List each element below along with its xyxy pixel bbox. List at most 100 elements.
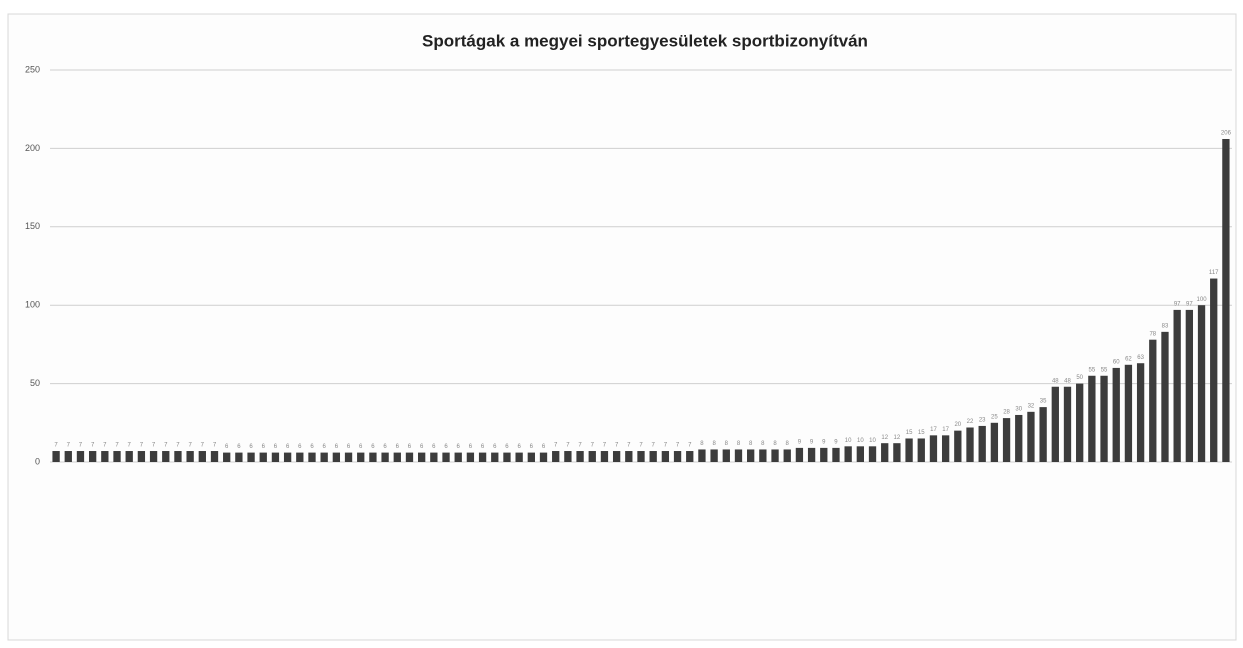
bar (125, 451, 133, 462)
bar (137, 451, 146, 462)
data-label: 12 (894, 435, 901, 441)
bar (418, 452, 426, 462)
bar (564, 451, 572, 462)
data-label: 6 (335, 444, 339, 450)
data-label: 97 (1174, 301, 1181, 307)
bar (722, 449, 730, 462)
bar (320, 452, 328, 462)
data-label: 8 (712, 441, 716, 447)
bar (223, 452, 231, 462)
bar (210, 451, 219, 462)
bar (820, 447, 828, 462)
bar (710, 449, 718, 462)
data-label: 7 (676, 443, 680, 449)
bar (515, 452, 523, 462)
data-label: 12 (881, 435, 888, 441)
data-label: 55 (1101, 367, 1108, 373)
data-label: 15 (906, 430, 913, 436)
bar (1124, 364, 1133, 462)
bar (503, 452, 511, 462)
data-label: 28 (1003, 410, 1010, 416)
bar (1136, 363, 1145, 462)
bar (149, 451, 158, 462)
bar (332, 452, 341, 462)
bar (162, 451, 170, 462)
data-label: 7 (79, 443, 83, 449)
data-label: 6 (347, 444, 351, 450)
data-label: 6 (505, 444, 509, 450)
bar (271, 452, 280, 462)
chart-title: Sportágak a megyei sportegyesületek spor… (422, 31, 868, 50)
bar (954, 430, 962, 462)
data-label: 7 (652, 443, 656, 449)
data-label: 6 (457, 444, 461, 450)
bar (527, 452, 535, 462)
bar (990, 422, 999, 462)
data-label: 9 (834, 439, 838, 445)
bar (771, 449, 779, 462)
bar (491, 452, 499, 462)
data-label: 7 (201, 443, 205, 449)
data-label: 6 (262, 444, 266, 450)
bar (76, 451, 85, 462)
data-label: 10 (869, 438, 876, 444)
data-label: 9 (798, 439, 802, 445)
bar (734, 449, 743, 462)
bar (1027, 411, 1035, 462)
bar (113, 451, 121, 462)
bar (893, 443, 901, 462)
bar (186, 451, 194, 462)
data-label: 7 (591, 443, 595, 449)
bar (1051, 386, 1059, 462)
bar (442, 452, 450, 462)
data-label: 23 (979, 418, 986, 424)
bar (686, 451, 694, 462)
bar (198, 451, 206, 462)
bar (612, 451, 621, 462)
bar (369, 452, 377, 462)
bar (1173, 309, 1181, 462)
data-label: 6 (310, 444, 314, 450)
data-label: 7 (128, 443, 132, 449)
data-label: 6 (396, 444, 400, 450)
bar (1112, 367, 1120, 462)
bar (88, 451, 97, 462)
bar (235, 452, 243, 462)
bar (637, 451, 645, 462)
bar (881, 443, 889, 462)
data-label: 6 (298, 444, 302, 450)
data-label: 100 (1197, 297, 1208, 303)
bar (1185, 309, 1194, 462)
data-label: 6 (481, 444, 485, 450)
data-label: 25 (991, 414, 998, 420)
data-label: 7 (664, 443, 668, 449)
data-label: 22 (967, 419, 974, 425)
data-label: 48 (1064, 378, 1071, 384)
bar (832, 447, 840, 462)
bar (661, 451, 670, 462)
data-label: 7 (578, 443, 582, 449)
bar (405, 452, 414, 462)
bar (783, 449, 791, 462)
data-label: 8 (725, 441, 729, 447)
data-label: 7 (152, 443, 156, 449)
bar (344, 452, 353, 462)
data-label: 8 (749, 441, 753, 447)
data-label: 15 (918, 430, 925, 436)
data-label: 10 (857, 438, 864, 444)
bar (357, 452, 365, 462)
data-label: 60 (1113, 359, 1120, 365)
bar (478, 452, 487, 462)
bar (552, 451, 560, 462)
data-label: 9 (810, 439, 814, 445)
data-label: 6 (274, 444, 278, 450)
y-tick-label: 100 (25, 300, 40, 310)
bar (747, 449, 755, 462)
data-label: 7 (688, 443, 692, 449)
data-label: 7 (554, 443, 558, 449)
bar (941, 435, 950, 462)
data-label: 8 (700, 441, 704, 447)
data-label: 6 (530, 444, 534, 450)
bar (393, 452, 401, 462)
